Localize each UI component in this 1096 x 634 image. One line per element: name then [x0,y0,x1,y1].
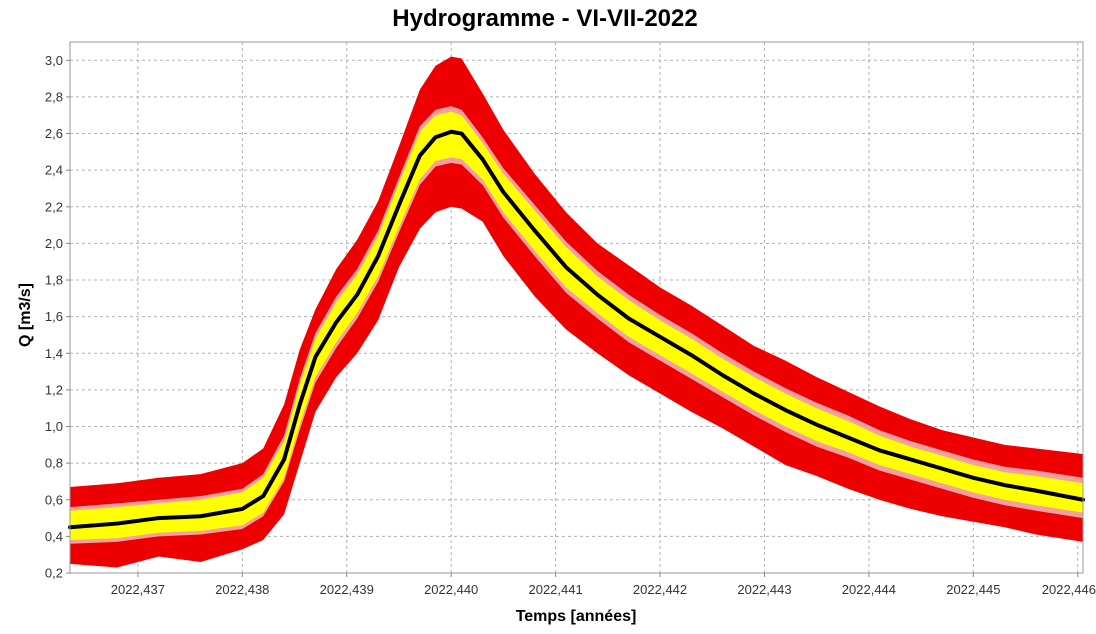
inner-band [70,111,1083,541]
y-tick-label-2: 0,6 [45,492,63,507]
chart-title: Hydrogramme - VI-VII-2022 [392,5,697,32]
y-tick-label-13: 2,8 [45,89,63,104]
y-tick-label-9: 2,0 [45,236,63,251]
x-tick-label-7: 2022,444 [842,582,896,597]
x-axis-ticks: 2022,437 2022,438 2022,439 2022,440 2022,441… [111,573,1096,597]
uncertainty-bands [70,56,1083,568]
y-tick-label-8: 1,8 [45,273,63,288]
x-tick-label-4: 2022,441 [528,582,582,597]
y-tick-label-3: 0,8 [45,456,63,471]
x-tick-label-6: 2022,443 [737,582,791,597]
y-tick-label-1: 0,4 [45,529,63,544]
y-tick-label-14: 3,0 [45,53,63,68]
x-axis-title: Temps [années] [516,608,637,625]
y-tick-label-7: 1,6 [45,309,63,324]
y-tick-label-10: 2,2 [45,199,63,214]
x-tick-label-8: 2022,445 [946,582,1000,597]
median-series [68,129,1085,530]
x-tick-label-5: 2022,442 [633,582,687,597]
y-tick-label-12: 2,6 [45,126,63,141]
x-tick-label-2: 2022,439 [320,582,374,597]
y-axis-ticks: 0,2 0,4 0,6 0,8 1,0 1,2 1,4 1,6 1,8 2,0 2,2 2,4 2,6 2… [45,53,70,581]
plot-border [69,41,1084,574]
y-tick-label-4: 1,0 [45,419,63,434]
x-tick-label-0: 2022,437 [111,582,165,597]
y-tick-label-5: 1,2 [45,382,63,397]
x-tick-label-3: 2022,440 [424,582,478,597]
x-tick-label-9: 2022,446 [1042,582,1096,597]
y-tick-label-0: 0,2 [45,566,63,581]
median-line [68,129,1085,530]
y-tick-label-11: 2,4 [45,163,63,178]
x-tick-label-1: 2022,438 [215,582,269,597]
y-tick-label-6: 1,4 [45,346,63,361]
y-axis-title: Q [m3/s] [17,283,34,347]
